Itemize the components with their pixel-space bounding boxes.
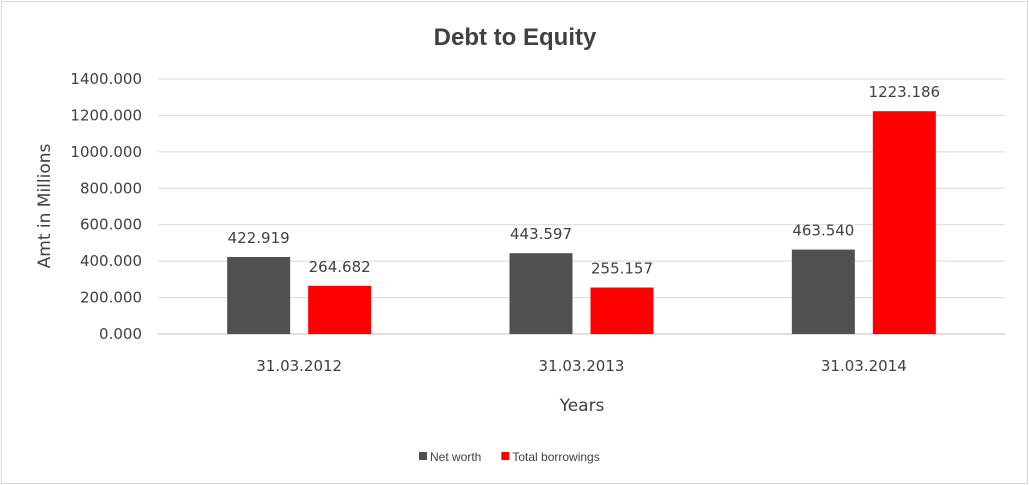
- bar-total-borrowings: [872, 111, 936, 334]
- bars: [227, 111, 936, 334]
- data-label: 443.597: [510, 225, 572, 243]
- y-axis-title: Amt in Millions: [35, 143, 55, 268]
- bar-total-borrowings: [308, 285, 372, 334]
- data-label: 1223.186: [869, 83, 941, 101]
- data-label: 264.682: [309, 258, 371, 276]
- y-tick-label: 800.000: [80, 179, 142, 197]
- bar-net-worth: [227, 256, 291, 334]
- x-axis-ticks: 31.03.2012 31.03.2013 31.03.2014: [256, 357, 907, 375]
- y-tick-label: 400.000: [80, 252, 142, 270]
- y-tick-label: 1200.000: [70, 106, 142, 124]
- x-axis-title: Years: [559, 396, 605, 416]
- bar-net-worth: [509, 253, 573, 334]
- data-label: 463.540: [792, 222, 854, 240]
- chart-title: Debt to Equity: [434, 24, 597, 51]
- y-tick-label: 1000.000: [70, 143, 142, 161]
- y-tick-label: 1400.000: [70, 70, 142, 88]
- legend-label: Net worth: [430, 450, 481, 464]
- data-label: 422.919: [228, 229, 290, 247]
- y-tick-label: 200.000: [80, 289, 142, 307]
- bar-total-borrowings: [590, 287, 654, 334]
- y-tick-label: 0.000: [99, 325, 142, 343]
- legend-swatch: [501, 452, 510, 460]
- y-axis-ticks: 0.000 200.000 400.000 600.000 800.000 1000.00…: [70, 70, 142, 343]
- data-labels: 422.919 264.682 443.597 255.157 463.540 1223.…: [228, 83, 940, 277]
- data-label: 255.157: [591, 260, 653, 278]
- x-tick-label: 31.03.2012: [256, 357, 342, 375]
- x-tick-label: 31.03.2013: [539, 357, 625, 375]
- legend-label: Total borrowings: [512, 450, 599, 464]
- gridlines: [158, 78, 1005, 335]
- y-tick-label: 600.000: [80, 216, 142, 234]
- legend: Net worth Total borrowings: [419, 450, 600, 464]
- x-tick-label: 31.03.2014: [821, 357, 907, 375]
- bar-net-worth: [791, 249, 855, 334]
- legend-swatch: [419, 452, 427, 460]
